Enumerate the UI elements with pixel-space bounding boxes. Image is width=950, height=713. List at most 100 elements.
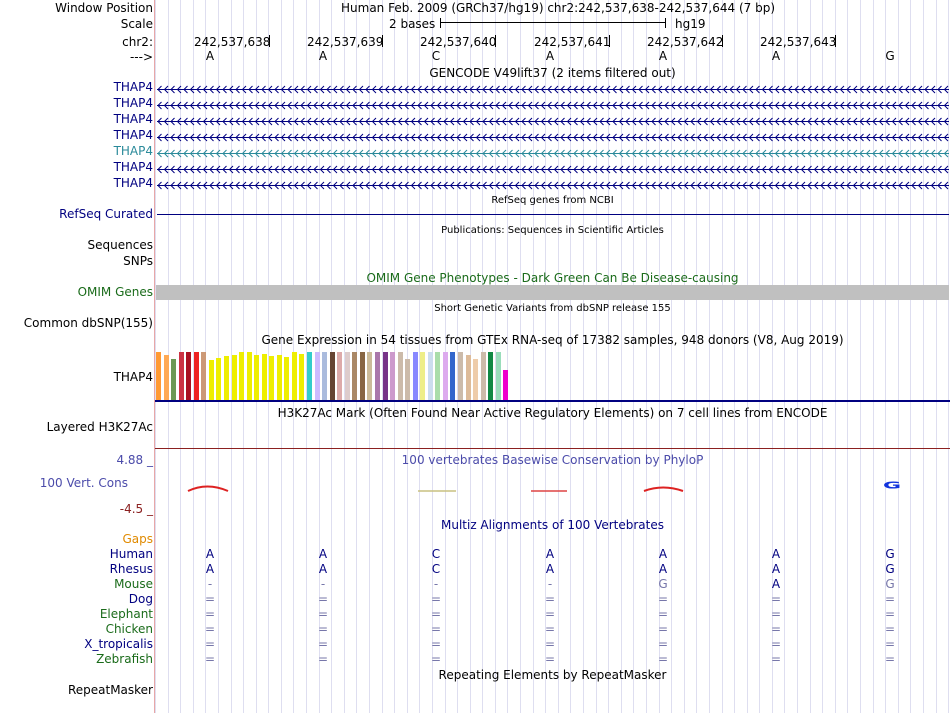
conservation-track-label[interactable]: 100 Vert. Cons xyxy=(39,476,128,490)
gtex-tissue-bar[interactable] xyxy=(178,352,184,400)
gtex-tissue-bar[interactable] xyxy=(314,352,320,400)
gtex-tissue-bar[interactable] xyxy=(171,359,177,400)
gtex-tissue-bar[interactable] xyxy=(269,356,275,400)
gtex-tissue-bar[interactable] xyxy=(442,352,448,400)
gtex-tissue-bar[interactable] xyxy=(329,352,335,400)
gtex-tissue-bar[interactable] xyxy=(458,352,463,400)
multiz-species-label[interactable]: Mouse xyxy=(114,577,153,591)
omim-gene-bar[interactable] xyxy=(156,285,949,300)
conservation-peak-4 xyxy=(643,486,684,492)
gencode-transcript-label[interactable]: THAP4 xyxy=(113,96,153,110)
multiz-base: = xyxy=(430,592,442,606)
multiz-species-label[interactable]: Elephant xyxy=(99,607,153,621)
position-tick xyxy=(382,35,383,47)
gencode-transcript[interactable] xyxy=(157,115,949,126)
multiz-base: = xyxy=(204,607,216,621)
gtex-tissue-bar[interactable] xyxy=(367,352,373,400)
gtex-tissue-bar[interactable] xyxy=(450,352,456,400)
omim-track-label[interactable]: OMIM Genes xyxy=(77,285,153,299)
gencode-transcript[interactable] xyxy=(157,179,949,190)
multiz-species-label[interactable]: Zebrafish xyxy=(96,652,153,666)
sequences-track-label[interactable]: Sequences xyxy=(87,238,153,252)
multiz-base: G xyxy=(885,547,895,561)
multiz-species-label[interactable]: Human xyxy=(109,547,153,561)
gtex-tissue-bar[interactable] xyxy=(156,352,161,400)
gtex-tissue-bar[interactable] xyxy=(186,352,192,400)
multiz-base: = xyxy=(544,637,556,651)
snps-track-label[interactable]: SNPs xyxy=(123,254,153,268)
gtex-expression-chart[interactable] xyxy=(155,350,950,400)
gtex-tissue-bar[interactable] xyxy=(473,359,479,400)
position-tick xyxy=(495,35,496,47)
multiz-base: G xyxy=(885,562,895,576)
gencode-transcript-label[interactable]: THAP4 xyxy=(113,176,153,190)
gtex-tissue-bar[interactable] xyxy=(488,352,494,400)
gtex-tissue-bar[interactable] xyxy=(246,352,252,400)
gtex-tissue-bar[interactable] xyxy=(427,352,433,400)
gtex-tissue-bar[interactable] xyxy=(276,355,282,400)
gencode-transcript-label[interactable]: THAP4 xyxy=(113,144,153,158)
refseq-track-label[interactable]: RefSeq Curated xyxy=(59,207,153,221)
chrom-label: chr2: xyxy=(122,35,153,49)
gtex-tissue-bar[interactable] xyxy=(503,370,509,400)
gtex-tissue-bar[interactable] xyxy=(344,352,350,400)
gencode-transcript-label[interactable]: THAP4 xyxy=(113,112,153,126)
gtex-tissue-bar[interactable] xyxy=(223,356,229,400)
gencode-transcript[interactable] xyxy=(157,163,949,174)
gtex-tissue-bar[interactable] xyxy=(352,352,358,400)
gtex-tissue-bar[interactable] xyxy=(420,352,426,400)
gtex-track-label[interactable]: THAP4 xyxy=(113,370,153,384)
refseq-gene-line[interactable] xyxy=(157,214,949,215)
multiz-species-label[interactable]: Rhesus xyxy=(109,562,153,576)
gtex-tissue-bar[interactable] xyxy=(480,352,486,400)
gtex-tissue-bar[interactable] xyxy=(359,352,365,400)
gtex-tissue-bar[interactable] xyxy=(163,355,169,400)
scale-label: Scale xyxy=(120,17,153,31)
gtex-track-title: Gene Expression in 54 tissues from GTEx … xyxy=(261,333,844,347)
gencode-transcript[interactable] xyxy=(157,131,949,142)
multiz-species-label[interactable]: X_tropicalis xyxy=(84,637,153,651)
repeatmasker-track-label[interactable]: RepeatMasker xyxy=(67,683,153,697)
window-position-label: Window Position xyxy=(55,1,153,15)
gencode-transcript-label[interactable]: THAP4 xyxy=(113,160,153,174)
multiz-base: A xyxy=(318,562,328,576)
repeatmasker-track-title: Repeating Elements by RepeatMasker xyxy=(438,668,667,682)
gtex-tissue-bar[interactable] xyxy=(307,352,312,400)
conservation-plot[interactable] xyxy=(155,470,950,500)
gtex-tissue-bar[interactable] xyxy=(337,352,343,400)
multiz-species-label[interactable]: Dog xyxy=(128,592,153,606)
gtex-tissue-bar[interactable] xyxy=(374,352,380,400)
reference-base: C xyxy=(431,49,441,63)
gencode-transcript-label[interactable]: THAP4 xyxy=(113,80,153,94)
gtex-tissue-bar[interactable] xyxy=(405,359,411,400)
gtex-tissue-bar[interactable] xyxy=(390,352,396,400)
gtex-tissue-bar[interactable] xyxy=(239,352,245,400)
gtex-tissue-bar[interactable] xyxy=(412,352,418,400)
gtex-tissue-bar[interactable] xyxy=(397,352,403,400)
gencode-transcript[interactable] xyxy=(157,147,949,158)
h3k27ac-track-title: H3K27Ac Mark (Often Found Near Active Re… xyxy=(277,406,828,420)
gtex-tissue-bar[interactable] xyxy=(495,352,501,400)
gtex-tissue-bar[interactable] xyxy=(284,357,290,400)
gtex-tissue-bar[interactable] xyxy=(231,355,237,400)
gtex-tissue-bar[interactable] xyxy=(201,352,207,400)
gtex-tissue-bar[interactable] xyxy=(291,352,297,400)
multiz-gaps-label[interactable]: Gaps xyxy=(122,532,153,546)
gtex-tissue-bar[interactable] xyxy=(322,352,328,400)
gtex-tissue-bar[interactable] xyxy=(208,360,214,400)
gencode-transcript-label[interactable]: THAP4 xyxy=(113,128,153,142)
gtex-tissue-bar[interactable] xyxy=(299,354,305,400)
multiz-base: A xyxy=(318,547,328,561)
dbsnp-track-label[interactable]: Common dbSNP(155) xyxy=(23,316,153,330)
gencode-transcript[interactable] xyxy=(157,99,949,110)
h3k27ac-track-label[interactable]: Layered H3K27Ac xyxy=(46,420,153,434)
gtex-tissue-bar[interactable] xyxy=(193,352,199,400)
gtex-tissue-bar[interactable] xyxy=(435,352,441,400)
gtex-tissue-bar[interactable] xyxy=(254,355,260,400)
multiz-species-label[interactable]: Chicken xyxy=(105,622,153,636)
gtex-tissue-bar[interactable] xyxy=(216,358,222,400)
gtex-tissue-bar[interactable] xyxy=(382,352,388,400)
gencode-transcript[interactable] xyxy=(157,83,949,94)
gtex-tissue-bar[interactable] xyxy=(261,354,267,400)
gtex-tissue-bar[interactable] xyxy=(465,355,471,400)
